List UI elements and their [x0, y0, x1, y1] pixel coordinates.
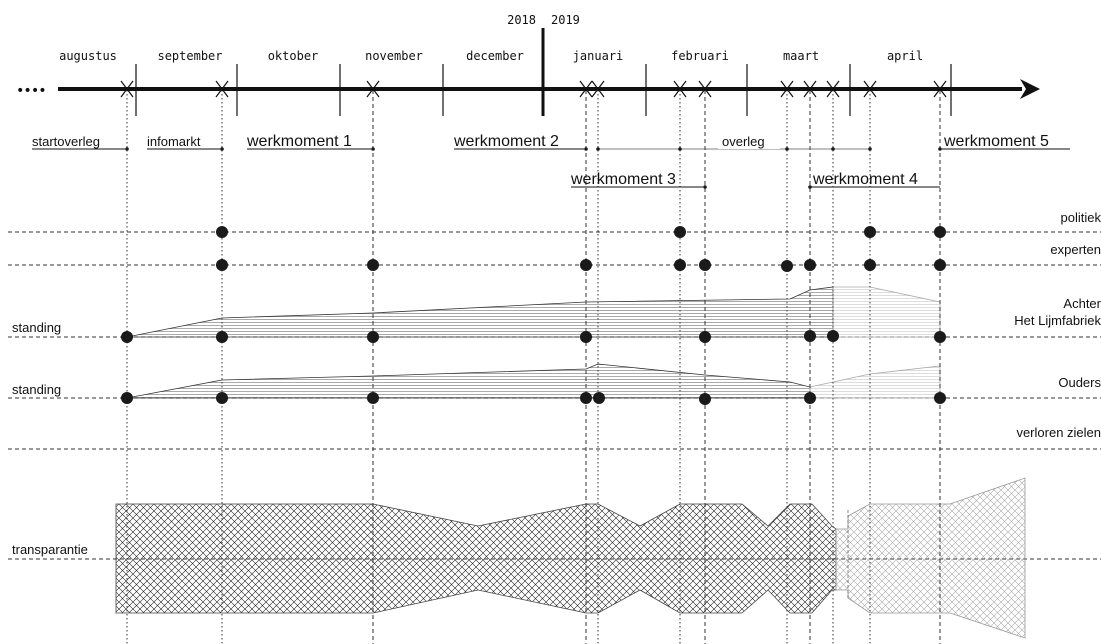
row-label-experten: experten — [1050, 242, 1101, 257]
row-label-politiek: politiek — [1061, 210, 1101, 225]
event-label-startoverleg: startoverleg — [32, 134, 100, 149]
dots-experten — [216, 259, 946, 272]
row-label-transparantie: transparantie — [12, 542, 88, 557]
dot-icon — [593, 392, 605, 404]
timeline-lead-dots: •••• — [16, 83, 46, 99]
dot-icon — [216, 259, 228, 271]
month-label: oktober — [268, 49, 319, 63]
month-label: maart — [783, 49, 819, 63]
month-label: februari — [671, 49, 729, 63]
dot-icon — [367, 331, 379, 343]
achter-area-light — [832, 286, 941, 338]
month-label: december — [466, 49, 524, 63]
month-label: augustus — [59, 49, 117, 63]
dot-icon — [934, 259, 946, 271]
dot-icon — [934, 392, 946, 404]
row-label-standing-1: standing — [12, 320, 61, 335]
event-label-werkmoment-2: werkmoment 2 — [453, 133, 559, 150]
dot-icon — [580, 259, 592, 271]
event-label-werkmoment-4: werkmoment 4 — [812, 171, 918, 188]
dot-icon — [934, 331, 946, 343]
row-label-achter: Achter — [1063, 296, 1101, 311]
dot-icon — [216, 226, 228, 238]
dot-icon — [864, 259, 876, 271]
row-label-standing-2: standing — [12, 382, 61, 397]
row-label-het-lijmfabriek: Het Lijmfabriek — [1014, 313, 1101, 328]
dots-politiek — [216, 226, 946, 238]
dot-icon — [934, 226, 946, 238]
dot-icon — [121, 392, 133, 404]
dots-ouders — [121, 392, 946, 405]
month-label: april — [887, 49, 923, 63]
achter-area-dark — [126, 286, 834, 338]
transparantie-band-dark — [115, 503, 837, 614]
transparantie-band-light — [835, 477, 1026, 639]
year-label-2018: 2018 — [507, 13, 536, 27]
month-label: september — [157, 49, 222, 63]
event-label-werkmoment-5: werkmoment 5 — [943, 133, 1049, 150]
arrow-right-icon — [1020, 79, 1040, 99]
dot-icon — [699, 331, 711, 343]
event-label-overleg: overleg — [722, 134, 765, 149]
dot-icon — [121, 331, 133, 343]
month-label: januari — [573, 49, 624, 63]
x-marker-icon — [120, 80, 947, 98]
dot-icon — [699, 393, 711, 405]
dots-achter — [121, 330, 946, 343]
ouders-area-dark — [126, 363, 811, 399]
event-vertical-lines — [126, 90, 941, 644]
dot-icon — [804, 330, 816, 342]
dot-icon — [674, 226, 686, 238]
dot-icon — [864, 226, 876, 238]
dot-icon — [367, 259, 379, 271]
dot-icon — [674, 259, 686, 271]
dot-icon — [781, 260, 793, 272]
ouders-area-light — [809, 365, 941, 399]
event-label-werkmoment-3: werkmoment 3 — [570, 171, 676, 188]
month-label: november — [365, 49, 423, 63]
dot-icon — [580, 392, 592, 404]
row-label-verloren-zielen: verloren zielen — [1016, 425, 1101, 440]
dot-icon — [367, 392, 379, 404]
row-label-ouders: Ouders — [1058, 375, 1101, 390]
dot-icon — [216, 331, 228, 343]
dot-icon — [216, 392, 228, 404]
event-label-infomarkt: infomarkt — [147, 134, 201, 149]
dot-icon — [699, 259, 711, 271]
dot-icon — [827, 330, 839, 342]
year-label-2019: 2019 — [551, 13, 580, 27]
event-label-werkmoment-1: werkmoment 1 — [246, 133, 352, 150]
month-separators — [135, 64, 952, 116]
dot-icon — [804, 392, 816, 404]
dot-icon — [804, 259, 816, 271]
dot-icon — [580, 331, 592, 343]
